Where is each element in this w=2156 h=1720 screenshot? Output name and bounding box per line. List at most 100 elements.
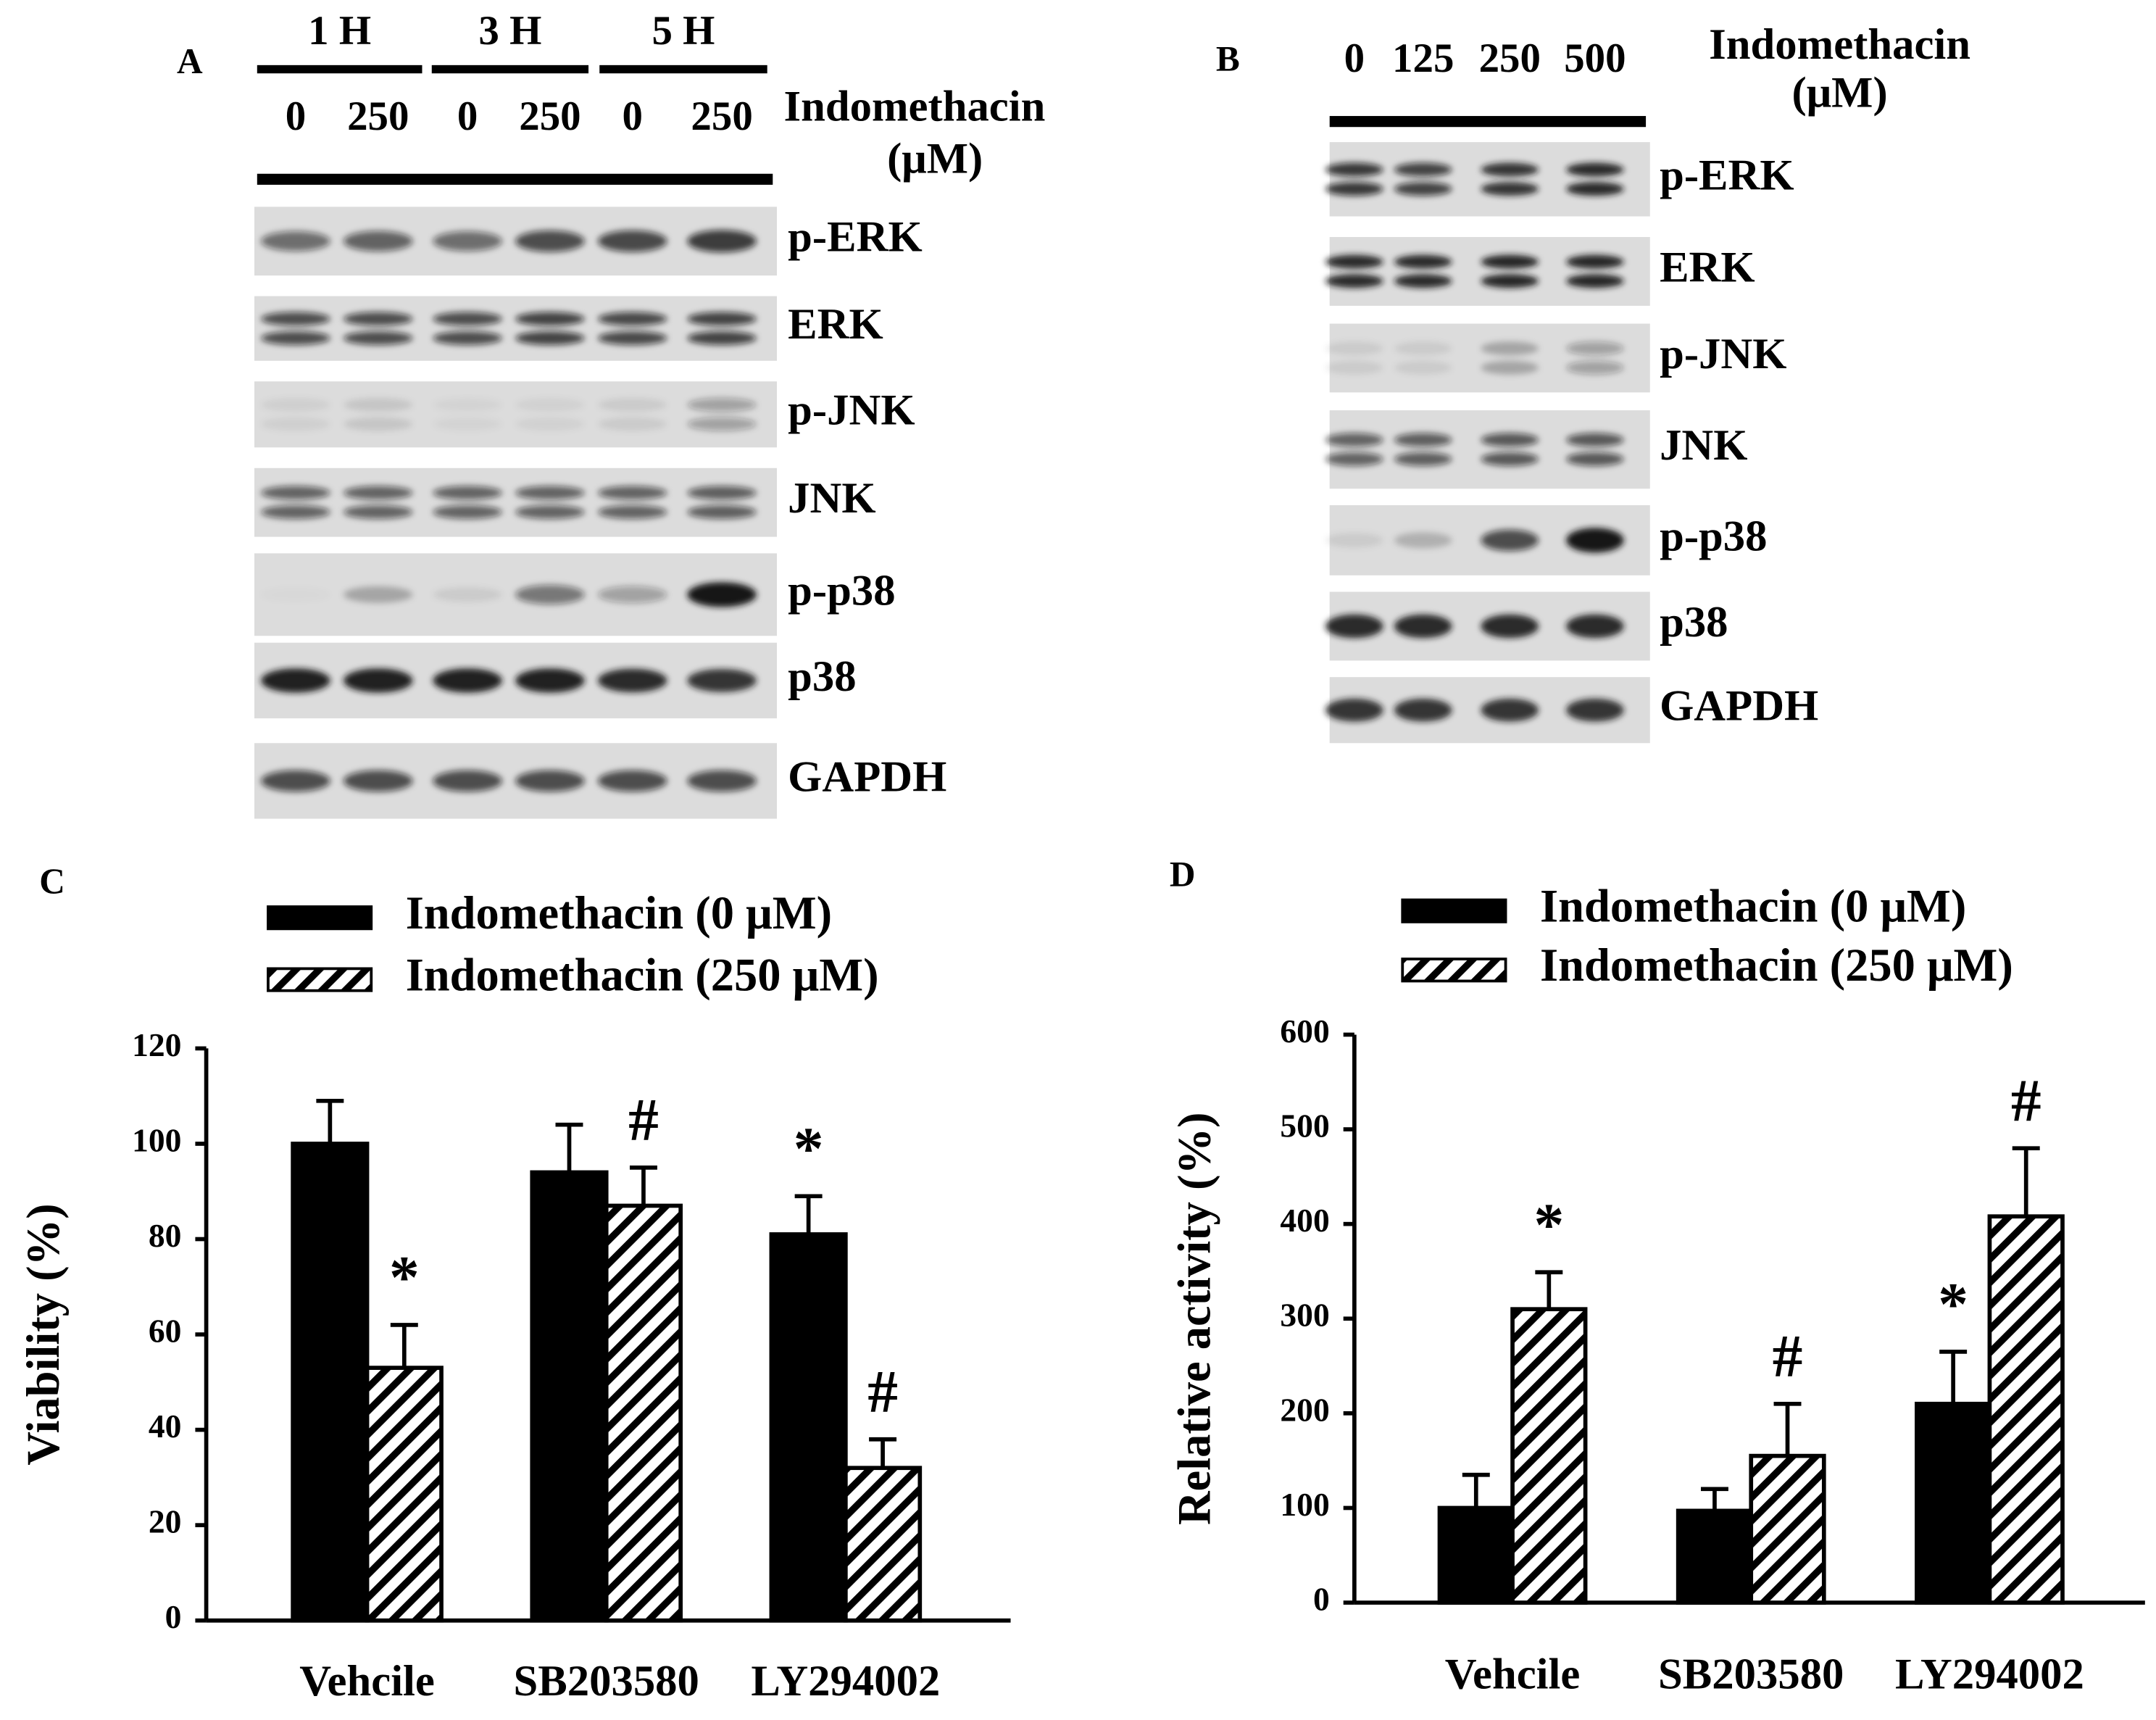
band [1325,182,1383,196]
row-label: JNK [788,474,875,523]
band [1566,182,1624,196]
error-bar [390,1323,418,1368]
y-tick-label: 100 [1280,1486,1329,1523]
band [597,770,667,792]
band [343,504,413,519]
band [1481,341,1539,356]
band [433,417,502,431]
legend-label: Indomethacin (0 μM) [406,887,832,939]
band [1566,254,1624,269]
y-tick-label: 400 [1280,1202,1329,1239]
x-tick-label: LY294002 [1895,1650,2084,1698]
band [515,585,585,605]
band [1566,162,1624,177]
band [515,486,585,500]
band [515,504,585,519]
bar [365,1366,444,1623]
blot-strip [254,468,777,537]
bands [1325,698,1624,722]
band [1325,162,1383,177]
dose-label: 250 [691,94,752,139]
bar [530,1170,609,1623]
y-tick-label: 200 [1280,1391,1329,1428]
band [1394,341,1452,356]
y-tick-label: 80 [149,1217,182,1254]
error-bar [1535,1270,1563,1310]
band [343,417,413,431]
band [1394,698,1452,722]
band [1325,254,1383,269]
band [433,312,502,326]
band [261,770,330,792]
band [261,231,330,252]
band [343,331,413,345]
legend-swatch [267,905,373,931]
treatment-bar [257,173,773,185]
dose-label: 0 [457,94,478,139]
legend-swatch [267,967,373,992]
blot-strip [1329,323,1650,393]
legend-label: Indomethacin (250 μM) [1540,939,2013,991]
legend-swatch [1401,957,1507,983]
y-tick-label: 500 [1280,1108,1329,1144]
y-tick-label: 0 [165,1598,182,1635]
x-tick-label: Vehcile [1445,1650,1581,1698]
row-label: GAPDH [1660,682,1818,731]
x-tick-label: SB203580 [514,1657,699,1706]
band [1566,341,1624,356]
y-axis-label: Relative activity (%) [1168,1112,1220,1525]
band [261,588,330,602]
row-label: p-ERK [788,213,923,262]
band [687,331,757,345]
bar [1987,1214,2065,1605]
blot-strip [1329,142,1650,217]
blot-strip [1329,410,1650,489]
error-bar [1773,1401,1802,1456]
band [1325,614,1383,639]
band [1481,162,1539,177]
x-tick-label: SB203580 [1658,1650,1844,1698]
band [515,668,585,693]
dose-label: 0 [1344,36,1365,81]
blot-strip [254,381,777,448]
band [261,668,330,693]
band [687,770,757,792]
bands [1325,254,1624,288]
significance-mark: * [794,1116,824,1183]
band [343,668,413,693]
band [597,312,667,326]
band [1566,452,1624,466]
error-bar [1700,1487,1728,1511]
bar [769,1232,848,1623]
legend-label: Indomethacin (250 μM) [406,949,879,1000]
y-tick-label: 120 [132,1026,181,1063]
band [1394,433,1452,447]
band [261,486,330,500]
time-bar [431,65,589,74]
dose-label: 250 [1479,36,1541,81]
x-tick-label: LY294002 [751,1657,940,1706]
dose-label: 250 [347,94,409,139]
band [597,417,667,431]
bar [291,1142,370,1623]
time-label: 3 H [478,8,541,54]
error-bar [1462,1472,1490,1508]
band [433,398,502,412]
row-label: p-JNK [1660,330,1786,378]
band [1481,529,1539,552]
band [1481,360,1539,375]
band [343,312,413,326]
band [1394,360,1452,375]
blot-strip [254,296,777,361]
band [261,504,330,519]
row-label: ERK [1660,243,1755,291]
band [515,398,585,412]
band [687,230,757,253]
band [433,504,502,519]
legend-label: Indomethacin (0 μM) [1540,880,1966,931]
significance-mark: * [389,1245,420,1311]
band [261,398,330,412]
treatment-bar [1329,116,1647,128]
